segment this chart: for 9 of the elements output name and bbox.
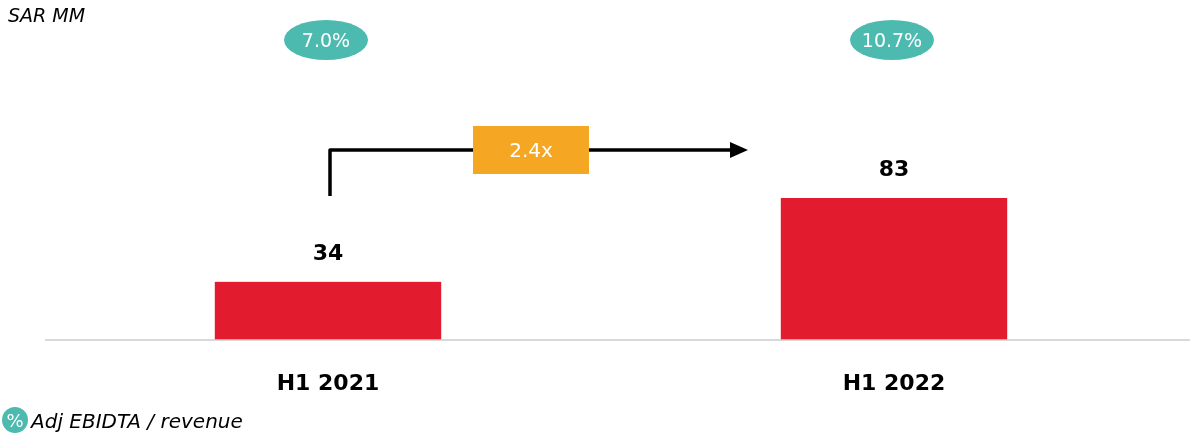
x-tick-label: H1 2021 <box>276 370 380 395</box>
text: Adj EBIDTA / revenue <box>29 409 243 433</box>
x-tick-label: H1 2022 <box>842 370 946 395</box>
text: 7.0% <box>301 29 351 51</box>
text: SAR MM <box>8 4 86 26</box>
data-label: 83 <box>878 156 910 181</box>
text: 2.4x <box>509 138 553 162</box>
text: 10.7% <box>861 29 923 51</box>
data-label: 34 <box>312 239 344 265</box>
